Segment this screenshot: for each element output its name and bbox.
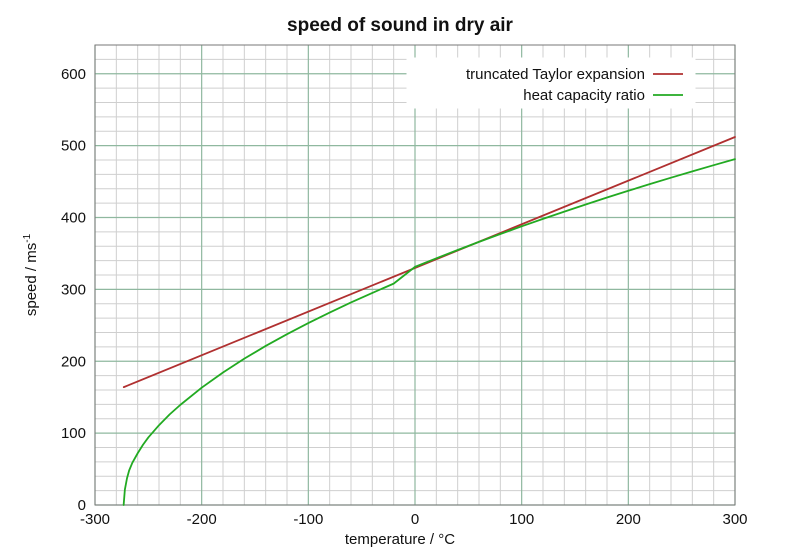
legend: truncated Taylor expansion heat capacity … xyxy=(406,57,696,109)
y-tick-label: 500 xyxy=(61,138,86,155)
x-tick-label: 100 xyxy=(509,511,534,528)
x-tick-label: -300 xyxy=(80,511,110,528)
chart-title: speed of sound in dry air xyxy=(287,15,514,36)
plot-frame xyxy=(94,44,736,506)
legend-label: truncated Taylor expansion xyxy=(466,66,645,83)
x-tick-label: 300 xyxy=(722,511,747,528)
y-tick-label: 200 xyxy=(61,353,86,370)
x-axis-label: temperature / °C xyxy=(345,531,455,548)
legend-box xyxy=(406,57,696,109)
y-tick-label: 300 xyxy=(61,281,86,298)
y-axis-label-superscript: -1 xyxy=(22,233,33,242)
y-tick-label: 600 xyxy=(61,66,86,83)
x-tick-labels: -300 -200 -100 0 100 200 300 xyxy=(80,511,748,528)
y-tick-label: 400 xyxy=(61,210,86,227)
x-tick-label: 0 xyxy=(411,511,419,528)
y-tick-label: 100 xyxy=(61,425,86,442)
x-tick-label: -100 xyxy=(293,511,323,528)
series-line-heat-capacity xyxy=(122,158,736,506)
y-tick-label: 0 xyxy=(78,497,86,514)
x-tick-label: 200 xyxy=(616,511,641,528)
y-axis-label-text: speed / ms xyxy=(23,243,40,316)
y-tick-labels: 0 100 200 300 400 500 600 xyxy=(61,66,86,514)
legend-label: heat capacity ratio xyxy=(523,87,645,104)
series-layer xyxy=(122,136,736,506)
x-tick-label: -200 xyxy=(187,511,217,528)
y-axis-label: speed / ms-1 xyxy=(22,233,40,316)
